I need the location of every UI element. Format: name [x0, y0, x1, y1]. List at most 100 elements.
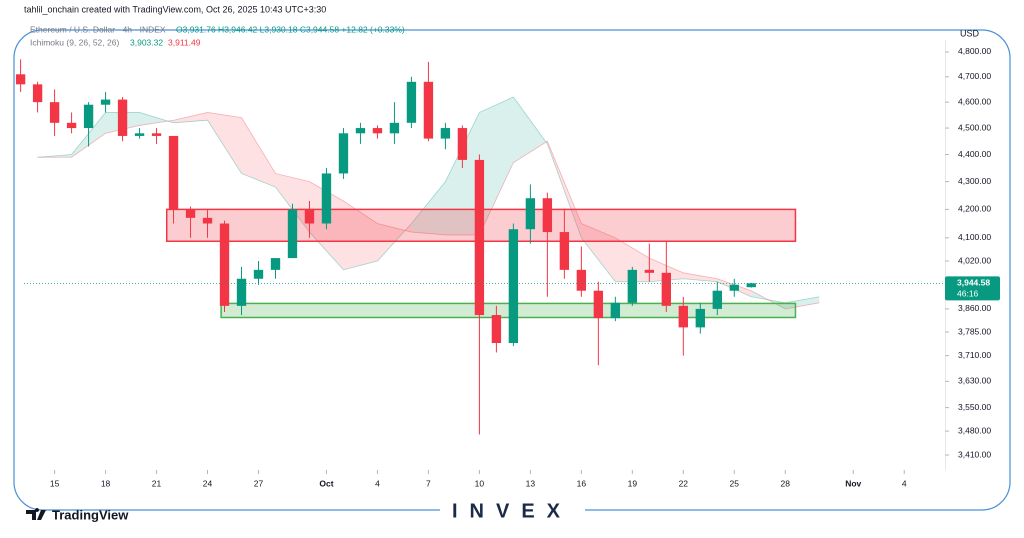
- tv-logo: TradingView: [26, 507, 129, 522]
- x-tick-label: 15: [50, 478, 60, 488]
- y-tick-label: 3,785.00: [958, 326, 991, 336]
- candle-body: [321, 173, 332, 224]
- candle-body: [729, 284, 739, 291]
- candle-body: [678, 305, 688, 328]
- candle-body: [423, 81, 434, 139]
- cloud-line: [37, 112, 820, 310]
- cloud-segment: [785, 296, 820, 309]
- candle-body: [338, 133, 349, 174]
- y-tick-label: 3,550.00: [958, 402, 991, 412]
- candle-body: [355, 128, 366, 134]
- candle-body: [372, 128, 383, 134]
- y-tick-label: 4,800.00: [958, 46, 991, 56]
- candle-body: [83, 104, 94, 129]
- candle-body: [746, 283, 756, 288]
- indicator-name: Ichimoku (9, 26, 52, 26): [30, 37, 119, 47]
- symbol-title: Ethereum / U.S. Dollar · 4h · INDEX: [30, 24, 166, 34]
- y-tick-label: 4,100.00: [958, 232, 991, 242]
- x-tick-label: 19: [628, 478, 638, 488]
- watermark: INVEX: [452, 500, 572, 522]
- cloud-segment: [139, 112, 174, 126]
- candle-body: [270, 258, 281, 270]
- last-price-box: [945, 276, 1000, 301]
- y-tick-label: 4,200.00: [958, 204, 991, 214]
- attribution: tahlil_onchain created with TradingView.…: [24, 4, 326, 14]
- candle-body: [525, 198, 536, 230]
- cloud-segment: [207, 112, 242, 174]
- candle-body: [134, 133, 145, 136]
- x-tick-label: 7: [426, 478, 431, 488]
- logo-text: TradingView: [52, 507, 129, 522]
- candle-body: [644, 269, 655, 273]
- cloud-segment: [751, 290, 786, 309]
- price-axis-line: [945, 40, 946, 470]
- candle-body: [406, 81, 417, 123]
- cloud-segment: [241, 117, 276, 188]
- candle-body: [542, 198, 553, 233]
- candle-body: [100, 99, 111, 105]
- y-tick-label: 3,860.00: [958, 303, 991, 313]
- x-tick-label: 28: [781, 478, 791, 488]
- x-tick-label: 21: [152, 478, 162, 488]
- cloud-line: [37, 96, 820, 304]
- logo-icon: [26, 508, 46, 520]
- cloud-segment: [479, 97, 514, 235]
- cloud-segment: [581, 223, 616, 282]
- candle-body: [610, 302, 621, 319]
- cloud-segment: [547, 141, 582, 238]
- x-tick-label: Oct: [319, 478, 333, 488]
- y-tick-label: 4,020.00: [958, 255, 991, 265]
- candle-body: [151, 133, 162, 136]
- candle-body: [474, 159, 485, 316]
- y-tick-label: 4,500.00: [958, 122, 991, 132]
- candle-body: [695, 308, 705, 328]
- y-tick-label: 4,700.00: [958, 71, 991, 81]
- x-tick-label: 25: [730, 478, 740, 488]
- candle-body: [389, 122, 400, 134]
- cloud-segment: [275, 173, 310, 233]
- x-tick-label: 16: [577, 478, 587, 488]
- candle-body: [712, 290, 722, 309]
- cloud-segment: [513, 97, 548, 163]
- cloud-segment: [411, 181, 446, 235]
- candle-body: [576, 269, 587, 291]
- y-tick-label: 3,710.00: [958, 350, 991, 360]
- candle-body: [491, 315, 502, 343]
- candle-body: [287, 209, 298, 259]
- x-tick-label: 4: [902, 478, 907, 488]
- candle-body: [236, 278, 247, 306]
- y-tick-label: 3,410.00: [958, 449, 991, 459]
- y-tick-label: 4,600.00: [958, 96, 991, 106]
- indicator-value: 3,911.49: [168, 37, 201, 47]
- x-tick-label: 10: [475, 478, 485, 488]
- currency: USD: [960, 28, 980, 38]
- y-tick-label: 3,630.00: [958, 376, 991, 386]
- cloud-segment: [377, 223, 412, 262]
- candle-body: [49, 102, 60, 123]
- candle-body: [66, 122, 77, 129]
- candle-body: [304, 209, 315, 224]
- cloud-segment: [445, 112, 480, 235]
- countdown: 46:16: [957, 289, 979, 299]
- x-tick-label: 27: [254, 478, 264, 488]
- cloud-segment: [683, 272, 718, 282]
- candle-body: [253, 269, 264, 279]
- candle-body: [32, 84, 43, 103]
- x-tick-label: 13: [526, 478, 536, 488]
- ohlc: O3,931.76 H3,946.42 L3,930.18 C3,944.58 …: [176, 24, 405, 34]
- zone: [220, 302, 797, 319]
- candle-body: [117, 99, 128, 136]
- candle-body: [440, 128, 451, 139]
- x-tick-label: 22: [679, 478, 689, 488]
- candle-body: [219, 223, 230, 306]
- watermark-bg: [440, 500, 585, 530]
- x-tick-label: 24: [203, 478, 213, 488]
- x-tick-label: 18: [101, 478, 111, 488]
- y-tick-label: 4,400.00: [958, 149, 991, 159]
- candle-body: [15, 74, 26, 85]
- cloud-segment: [615, 237, 650, 282]
- candle-body: [661, 272, 671, 306]
- candle-body: [508, 229, 519, 343]
